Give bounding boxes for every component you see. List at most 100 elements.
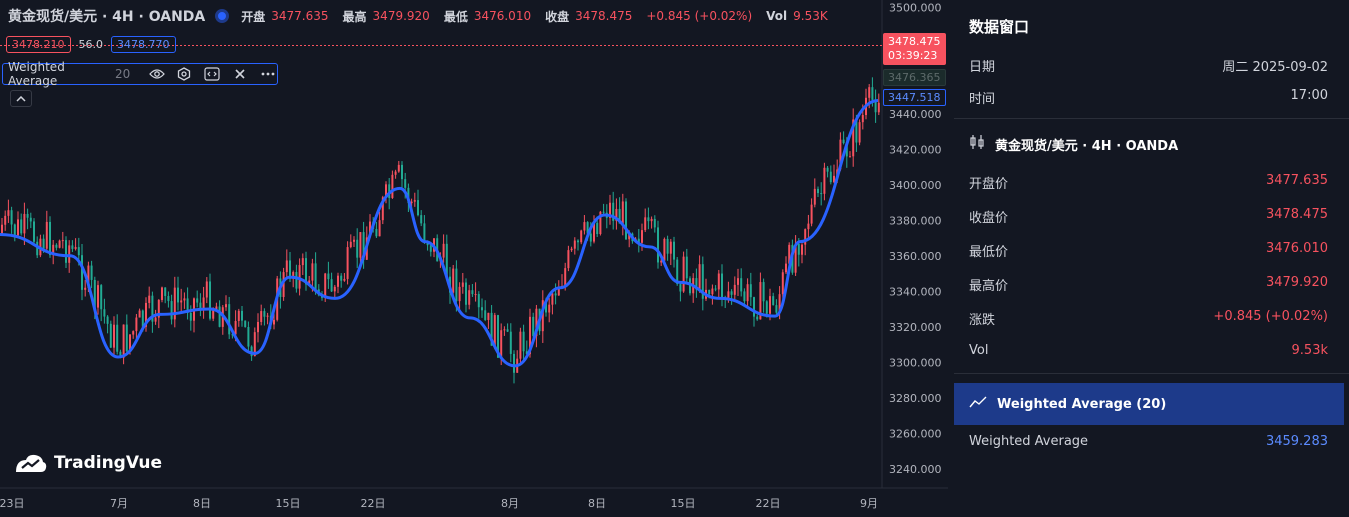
bid-button[interactable]: 3478.210: [6, 36, 71, 53]
candle-body: [564, 268, 567, 287]
candle-body: [647, 217, 650, 222]
indicator-name: Weighted Average: [8, 60, 65, 88]
candle-body: [621, 201, 624, 224]
candle-body: [170, 301, 173, 320]
candle-body: [135, 317, 138, 332]
candle-body: [65, 240, 67, 263]
indicator-row-label: Weighted Average: [969, 434, 1089, 449]
candle-body: [775, 305, 778, 313]
candle-body: [874, 99, 877, 113]
chevron-up-icon: [16, 95, 26, 102]
candle-body: [362, 232, 365, 260]
candle-body: [145, 302, 147, 327]
candle-body: [596, 222, 599, 235]
candle-body: [541, 300, 544, 332]
candle-body: [343, 278, 346, 281]
candle-body: [225, 304, 227, 308]
candle-body: [612, 202, 615, 221]
candle-body: [337, 275, 339, 287]
candle-body: [212, 309, 215, 319]
y-tick-label: 3280.000: [889, 392, 942, 405]
candle-body: [308, 280, 311, 285]
candle-body: [68, 245, 71, 263]
close-row-value: 3478.475: [1265, 207, 1328, 222]
candle-body: [177, 287, 179, 303]
candle-body: [314, 263, 317, 290]
candle-body: [260, 311, 263, 322]
candle-body: [826, 167, 829, 172]
candle-body: [183, 298, 186, 301]
candle-body: [180, 300, 183, 303]
candle-body: [698, 264, 701, 290]
settings-icon[interactable]: [175, 65, 194, 83]
candle-body: [721, 273, 723, 298]
candle-body: [458, 286, 461, 302]
candle-body: [141, 310, 144, 327]
candle-body: [641, 230, 643, 243]
panel-symbol: 黄金现货/美元 · 4H · OANDA: [969, 134, 1178, 154]
candle-body: [474, 294, 477, 296]
chart-area[interactable]: 3500.0003480.0003460.0003440.0003420.000…: [0, 0, 948, 517]
indicator-section-title: Weighted Average (20): [997, 396, 1167, 412]
candle-body: [23, 213, 26, 234]
candle-body: [599, 211, 602, 235]
candle-body: [257, 321, 259, 333]
indicator-row-value: 3459.283: [1265, 434, 1328, 449]
y-tick-label: 3420.000: [889, 143, 942, 156]
candle-body: [401, 164, 403, 180]
candle-body: [196, 298, 199, 303]
candle-body: [455, 268, 458, 302]
candle-body: [410, 201, 413, 204]
candle-body: [151, 295, 154, 322]
candle-body: [861, 115, 864, 123]
source-code-icon[interactable]: [203, 65, 222, 83]
candle-body: [148, 295, 151, 303]
candle-body: [161, 287, 163, 300]
candle-body: [330, 279, 333, 292]
candle-body: [602, 211, 605, 213]
candle-body: [292, 272, 295, 279]
candle-body: [660, 260, 663, 263]
candle-body: [477, 294, 480, 308]
close-icon[interactable]: [231, 65, 250, 83]
candle-body: [657, 227, 659, 263]
candle-body: [113, 324, 115, 348]
candle-body: [81, 255, 83, 290]
close-value: 3478.475: [575, 9, 633, 23]
candle-body: [346, 247, 349, 279]
candle-body: [583, 222, 586, 231]
date-label: 日期: [969, 60, 996, 75]
candle-body: [244, 320, 247, 327]
candle-body: [589, 233, 592, 242]
candle-body: [295, 272, 298, 289]
x-tick-label: 15日: [276, 497, 301, 510]
high-value: 3479.920: [372, 9, 430, 23]
open-label: 开盘: [241, 9, 266, 24]
eye-icon[interactable]: [147, 65, 166, 83]
collapse-legend-button[interactable]: [10, 90, 32, 107]
candle-body: [781, 272, 784, 295]
more-icon[interactable]: [258, 65, 277, 83]
indicator-legend[interactable]: Weighted Average 20: [2, 60, 278, 88]
candle-body: [644, 217, 647, 231]
candle-body: [461, 282, 464, 287]
candle-body: [839, 139, 842, 170]
indicator-section-header[interactable]: Weighted Average (20): [954, 383, 1344, 425]
candle-body: [205, 281, 208, 298]
gray-price-tag: 3476.365: [883, 69, 946, 86]
ask-button[interactable]: 3478.770: [111, 36, 176, 53]
candle-body: [349, 241, 352, 248]
x-tick-label: 22日: [756, 497, 781, 510]
candle-body: [746, 284, 749, 302]
candle-body: [580, 230, 583, 243]
candle-body: [33, 221, 35, 242]
low-value: 3476.010: [473, 9, 532, 23]
open-row-label: 开盘价: [969, 177, 1009, 192]
spread-value: 56.0: [78, 38, 104, 51]
candle-body: [759, 282, 762, 320]
candle-body: [753, 297, 755, 317]
symbol-title[interactable]: 黄金现货/美元 · 4H · OANDA: [8, 9, 206, 25]
candle-body: [551, 293, 554, 305]
candle-body: [637, 238, 640, 243]
divider: [954, 373, 1349, 374]
